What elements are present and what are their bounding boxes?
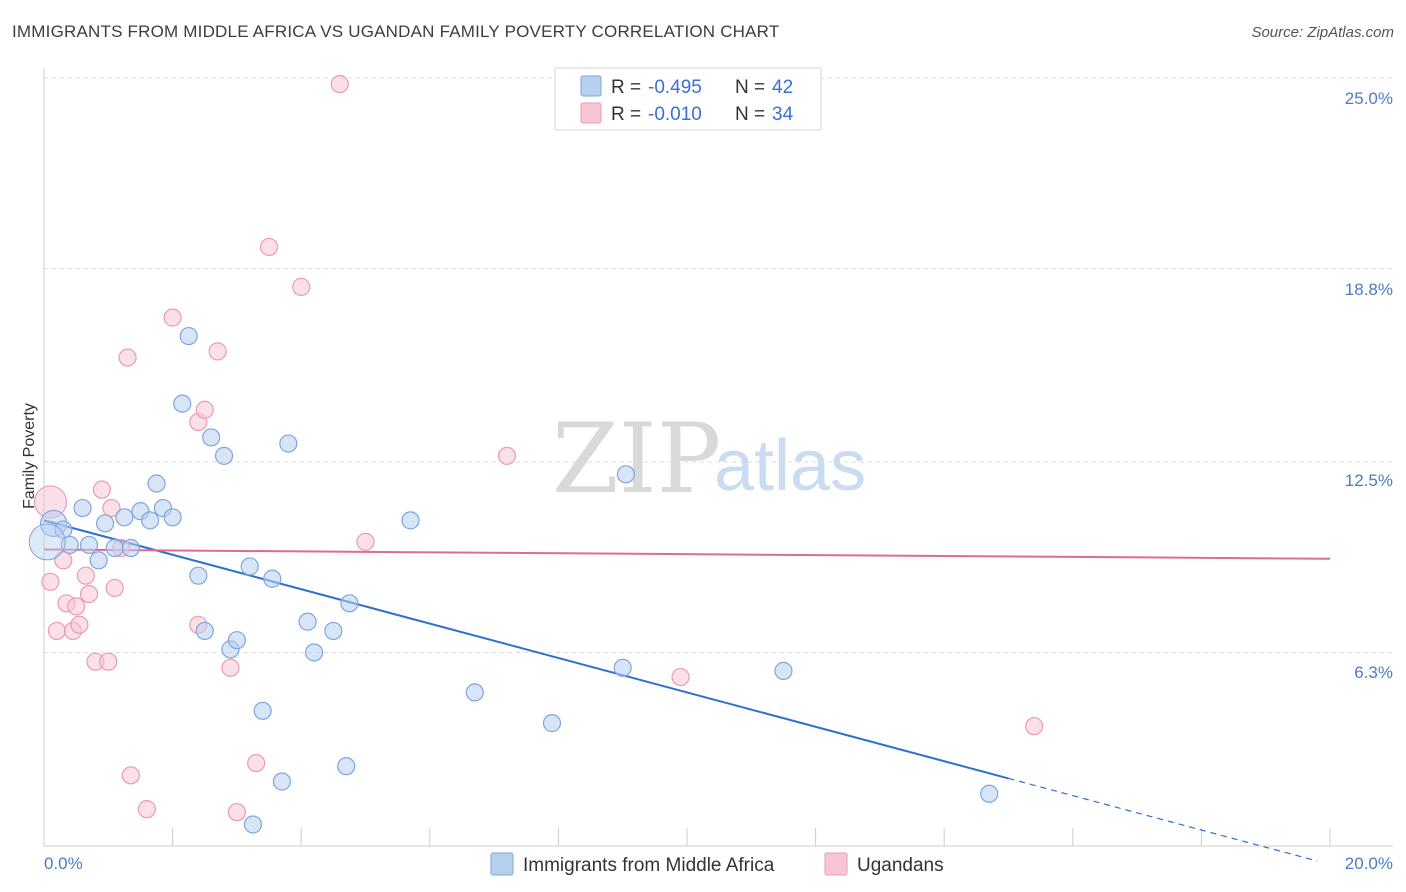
stats-legend: R = -0.495 N = 42 R = -0.010 N = 34 bbox=[554, 67, 822, 131]
point-ugandans-16 bbox=[118, 348, 137, 367]
series-legend-swatch-blue bbox=[490, 852, 514, 876]
point-immigrants-4 bbox=[79, 535, 99, 555]
point-immigrants-22 bbox=[227, 631, 246, 650]
point-immigrants-32 bbox=[337, 757, 356, 776]
point-immigrants-31 bbox=[324, 621, 343, 641]
point-immigrants-9 bbox=[121, 538, 140, 558]
point-immigrants-cluster bbox=[28, 523, 66, 561]
point-immigrants-28 bbox=[279, 434, 298, 453]
point-immigrants-18 bbox=[195, 621, 214, 641]
trend-line-ugandans bbox=[43, 548, 1331, 560]
point-immigrants-14 bbox=[163, 508, 182, 527]
point-immigrants-33 bbox=[340, 594, 359, 613]
watermark-atlas: atlas bbox=[714, 426, 866, 506]
legend-swatch-blue bbox=[580, 75, 602, 97]
point-immigrants-11 bbox=[140, 511, 160, 530]
point-ugandans-6 bbox=[67, 597, 86, 616]
y-tick-label-25-0: 25.0% bbox=[1345, 89, 1393, 108]
point-immigrants-35 bbox=[465, 683, 484, 702]
point-immigrants-23 bbox=[240, 557, 259, 576]
point-immigrants-25 bbox=[253, 701, 272, 720]
y-tick-label-6-3: 6.3% bbox=[1354, 663, 1393, 682]
point-immigrants-6 bbox=[95, 514, 115, 533]
chart-title: IMMIGRANTS FROM MIDDLE AFRICA VS UGANDAN… bbox=[12, 22, 780, 41]
legend-n-label-2: N = bbox=[735, 104, 765, 125]
point-ugandans-14 bbox=[105, 578, 124, 598]
legend-n-label-1: N = bbox=[735, 77, 765, 98]
trend-layer bbox=[43, 519, 1331, 862]
legend-swatch-pink bbox=[580, 102, 602, 124]
point-ugandans-9 bbox=[79, 584, 99, 604]
point-immigrants-26 bbox=[263, 569, 282, 588]
point-immigrants-15 bbox=[173, 394, 192, 413]
series-legend-label-2: Ugandans bbox=[857, 855, 944, 876]
point-immigrants-16 bbox=[179, 326, 198, 346]
point-ugandans-12 bbox=[99, 652, 118, 671]
trend-line-immigrants bbox=[43, 519, 1009, 780]
point-immigrants-7 bbox=[105, 538, 124, 558]
legend-n-value-1: 42 bbox=[772, 77, 793, 98]
x-tick-label-max: 20.0% bbox=[1345, 854, 1393, 873]
point-immigrants-39 bbox=[774, 661, 793, 680]
watermark-zip: ZIP bbox=[552, 403, 721, 515]
trend-line-immigrants-extrapolated bbox=[1008, 777, 1318, 862]
point-ugandans-27 bbox=[259, 237, 279, 257]
point-ugandans-19 bbox=[163, 308, 182, 327]
point-immigrants-30 bbox=[304, 643, 324, 662]
point-ugandans-28 bbox=[292, 277, 311, 296]
point-ugandans-24 bbox=[221, 658, 240, 677]
series-legend-label-1: Immigrants from Middle Africa bbox=[523, 855, 775, 876]
point-immigrants-20 bbox=[214, 446, 234, 465]
point-ugandans-8 bbox=[76, 566, 95, 585]
point-ugandans-33 bbox=[1025, 717, 1044, 736]
point-immigrants-19 bbox=[202, 428, 221, 447]
point-immigrants-38 bbox=[616, 465, 636, 484]
point-ugandans-25 bbox=[227, 803, 246, 822]
point-immigrants-36 bbox=[542, 714, 562, 733]
point-ugandans-32 bbox=[671, 667, 690, 687]
series-legend-swatch-pink bbox=[824, 852, 848, 876]
point-immigrants-29 bbox=[298, 612, 317, 631]
legend-r-label-1: R = bbox=[611, 77, 641, 98]
point-ugandans-26 bbox=[247, 753, 266, 773]
point-ugandans-2 bbox=[47, 621, 66, 641]
point-ugandans-23 bbox=[208, 342, 227, 361]
point-ugandans-18 bbox=[137, 800, 156, 819]
point-ugandans-30 bbox=[356, 532, 375, 551]
legend-r-value-2: -0.010 bbox=[648, 104, 702, 125]
points-layer bbox=[28, 75, 1044, 834]
x-tick-label-min: 0.0% bbox=[44, 854, 83, 873]
y-tick-label-12-5: 12.5% bbox=[1345, 471, 1393, 490]
point-immigrants-3 bbox=[73, 498, 92, 518]
point-immigrants-37 bbox=[613, 658, 632, 677]
point-immigrants-34 bbox=[401, 511, 420, 530]
point-ugandans-13 bbox=[102, 498, 121, 518]
point-immigrants-5 bbox=[89, 551, 108, 570]
point-immigrants-1 bbox=[54, 520, 73, 539]
point-immigrants-17 bbox=[189, 566, 208, 585]
legend-r-label-2: R = bbox=[611, 104, 641, 125]
series-legend: Immigrants from Middle Africa Ugandans bbox=[490, 852, 944, 876]
point-ugandans-7 bbox=[70, 615, 89, 634]
point-ugandans-1 bbox=[41, 572, 60, 591]
point-immigrants-27 bbox=[272, 772, 292, 791]
point-ugandans-17 bbox=[121, 766, 140, 785]
axis-layer bbox=[43, 68, 1393, 847]
point-immigrants-40 bbox=[980, 784, 999, 803]
legend-n-value-2: 34 bbox=[772, 104, 794, 125]
y-tick-label-18-8: 18.8% bbox=[1345, 280, 1393, 299]
legend-r-value-1: -0.495 bbox=[648, 77, 702, 98]
point-ugandans-31 bbox=[497, 446, 517, 465]
source-credit: Source: ZipAtlas.com bbox=[1251, 24, 1394, 41]
point-ugandans-11 bbox=[92, 480, 111, 499]
point-immigrants-24 bbox=[243, 815, 263, 834]
point-ugandans-22 bbox=[195, 400, 214, 419]
y-axis-label: Family Poverty bbox=[21, 403, 38, 509]
point-immigrants-12 bbox=[147, 474, 166, 493]
point-ugandans-29 bbox=[330, 75, 349, 94]
point-immigrants-8 bbox=[115, 508, 134, 527]
